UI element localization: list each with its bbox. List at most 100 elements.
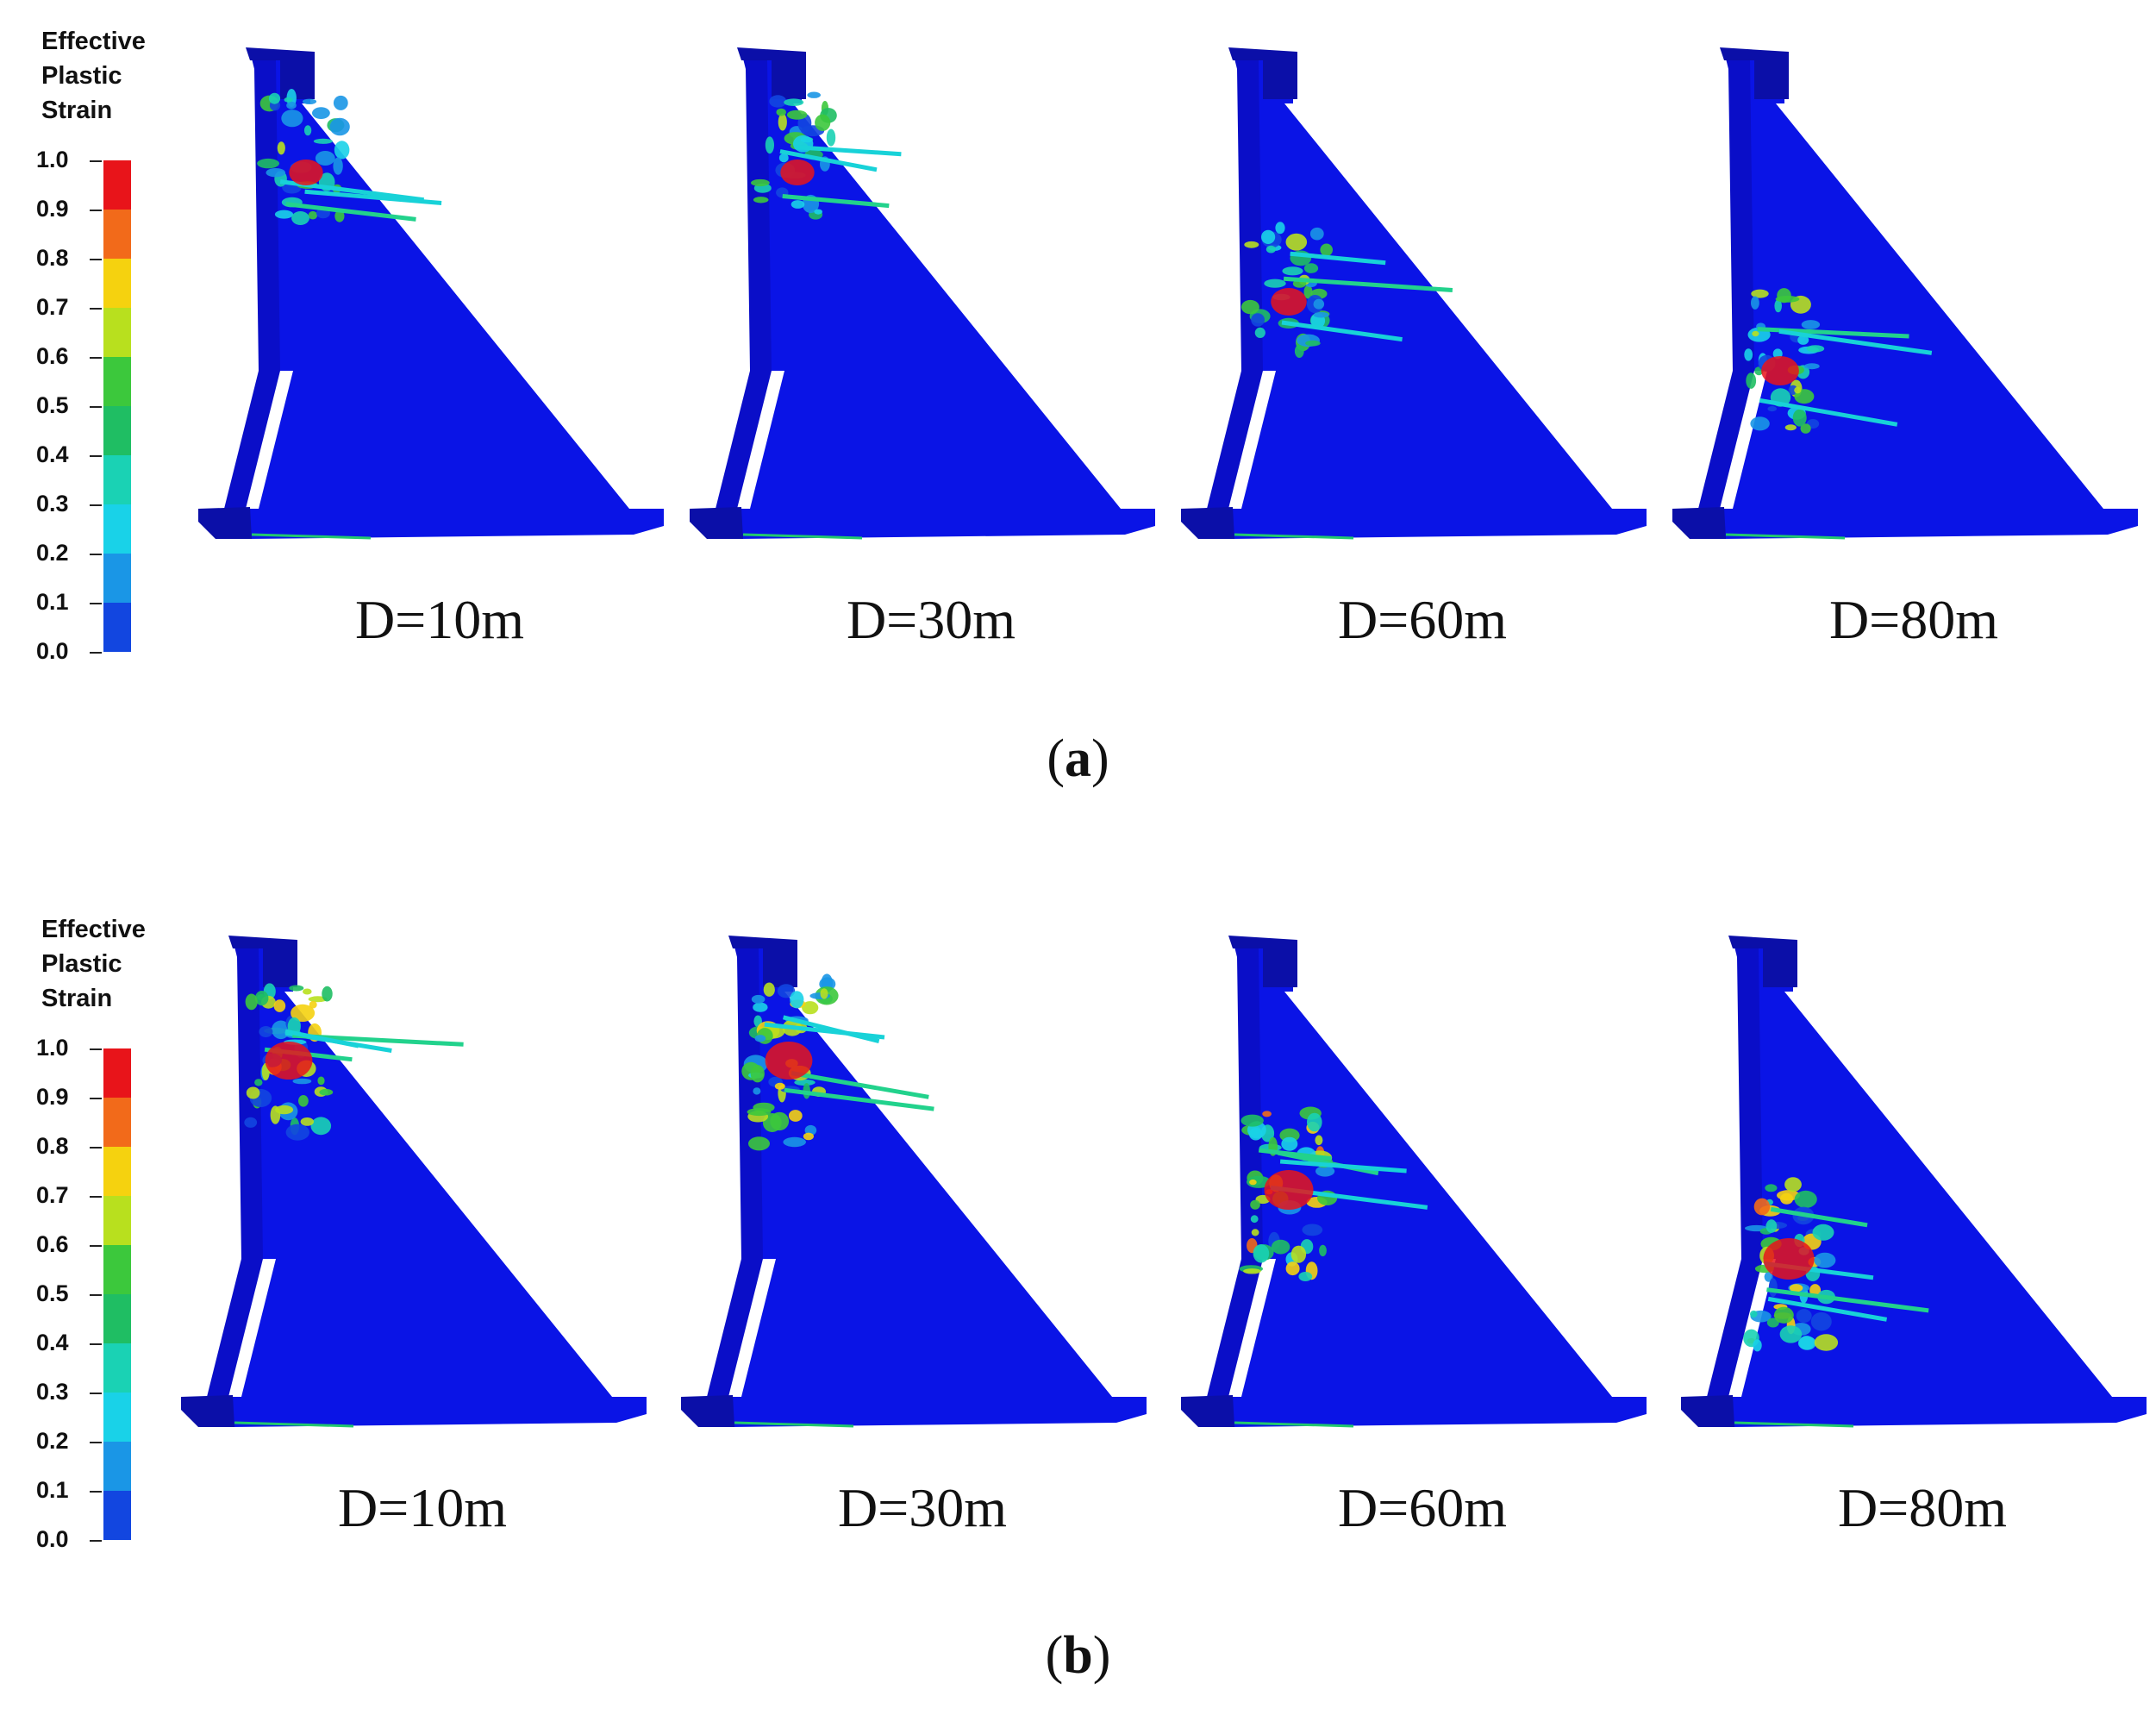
strain-patch <box>790 991 804 1009</box>
legend-swatch <box>103 1294 131 1343</box>
strain-patch <box>1774 299 1782 313</box>
crack-line <box>779 149 878 172</box>
damage-zone <box>1240 222 1453 358</box>
strain-patch <box>285 1124 309 1141</box>
dam-crest <box>1728 936 1797 987</box>
damage-zone <box>1744 288 1933 434</box>
strain-patch <box>1794 386 1802 394</box>
crack-line <box>1281 320 1403 342</box>
legend-tick-mark <box>90 1540 102 1542</box>
strain-patch <box>1764 1271 1773 1282</box>
strain-patch <box>244 1117 258 1128</box>
dam-heel <box>690 507 743 539</box>
strain-patch <box>1320 243 1333 257</box>
crack-line <box>1770 1206 1868 1228</box>
strain-patch <box>1265 245 1276 253</box>
damage-zone <box>257 89 442 225</box>
dam-figure: D=10m <box>181 914 664 1569</box>
color-bar <box>103 1048 131 1540</box>
panel-letter: a <box>1065 729 1091 788</box>
legend-tick-label: 0.4 <box>36 1330 69 1355</box>
legend-swatch <box>103 1393 131 1442</box>
legend-tick-mark <box>90 652 102 654</box>
strain-patch <box>1810 1311 1832 1331</box>
legend-tick-label: 0.8 <box>36 1133 69 1159</box>
strain-patch <box>1777 1190 1800 1201</box>
strain-patch <box>1262 1111 1272 1117</box>
strain-patch <box>763 982 775 997</box>
foundation-strain-line <box>742 533 863 540</box>
strain-patch <box>1796 1309 1812 1324</box>
strain-patch <box>776 108 786 116</box>
crack-line <box>1766 1287 1929 1313</box>
strain-patch <box>1251 1229 1259 1236</box>
crack-line <box>304 189 442 205</box>
strain-patch <box>333 157 343 175</box>
strain-patch <box>291 1004 316 1022</box>
crack-line <box>784 1087 934 1111</box>
strain-patch <box>310 1117 332 1136</box>
legend-swatch <box>103 210 131 259</box>
legend-swatch <box>103 308 131 357</box>
strain-patch <box>1285 1261 1300 1276</box>
strain-patch <box>778 153 789 163</box>
strain-patch <box>747 1108 772 1117</box>
legend-tick-mark <box>90 1147 102 1149</box>
damage-zone <box>244 983 464 1141</box>
legend-tick-label: 0.2 <box>36 1428 69 1454</box>
strain-patch <box>1753 1339 1762 1352</box>
crack-line <box>1290 251 1386 266</box>
color-bar <box>103 160 131 652</box>
strain-patch <box>1774 1306 1794 1324</box>
damage-zone <box>751 91 902 220</box>
strain-patch <box>334 141 350 160</box>
strain-core <box>765 1042 813 1080</box>
legend-swatch <box>103 1245 131 1294</box>
legend-swatch <box>103 1343 131 1393</box>
dam-heel <box>198 507 252 539</box>
strain-patch <box>1298 1272 1313 1281</box>
legend-swatch <box>103 160 131 210</box>
dam-crest <box>728 936 797 987</box>
paren-open: ( <box>1047 729 1065 788</box>
strain-patch <box>284 97 293 103</box>
foundation-strain-line <box>1725 533 1846 540</box>
strain-patch <box>802 1001 819 1015</box>
dam-crest <box>1228 936 1297 987</box>
crack-line <box>1759 397 1898 427</box>
dam-label: D=60m <box>1337 589 1508 650</box>
legend-tick-label: 1.0 <box>36 147 69 172</box>
legend-swatch <box>103 603 131 652</box>
dam-label: D=30m <box>846 589 1016 650</box>
dam-label: D=60m <box>1337 1477 1508 1538</box>
damage-zone <box>1239 1106 1428 1281</box>
dam-heel <box>681 1395 734 1427</box>
strain-patch <box>281 110 303 128</box>
legend-swatch <box>103 406 131 455</box>
dam-crest <box>1720 47 1789 99</box>
legend-tick-label: 0.4 <box>36 441 69 467</box>
dam-crest <box>246 47 315 99</box>
strain-patch <box>1765 1184 1778 1192</box>
dam-row-b: D=10m D=30m D=60m D=80m <box>181 914 2147 1569</box>
dam-upstream-face <box>707 940 763 1397</box>
strain-patch <box>769 95 787 108</box>
strain-core <box>1763 1238 1815 1280</box>
strain-patch <box>1285 233 1308 251</box>
strain-patch <box>750 1065 765 1083</box>
legend-tick-mark <box>90 1393 102 1394</box>
strain-core <box>1761 356 1799 385</box>
strain-patch <box>1247 1175 1271 1188</box>
strain-patch <box>1765 1219 1778 1233</box>
dam-label: D=80m <box>1828 589 1999 650</box>
strain-patch <box>786 110 808 120</box>
legend-swatch <box>103 1147 131 1196</box>
strain-patch <box>273 999 286 1012</box>
strain-patch <box>1294 344 1304 358</box>
strain-patch <box>783 1136 806 1148</box>
strain-patch <box>322 986 333 1002</box>
strain-patch <box>1779 1325 1803 1343</box>
strain-core <box>289 160 323 185</box>
dam-label: D=80m <box>1837 1477 2008 1538</box>
strain-patch <box>1243 1268 1261 1274</box>
